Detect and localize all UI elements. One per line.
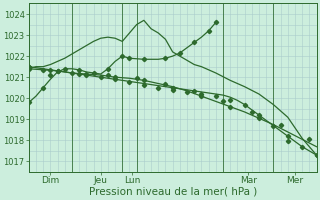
X-axis label: Pression niveau de la mer( hPa ): Pression niveau de la mer( hPa ) xyxy=(89,187,257,197)
